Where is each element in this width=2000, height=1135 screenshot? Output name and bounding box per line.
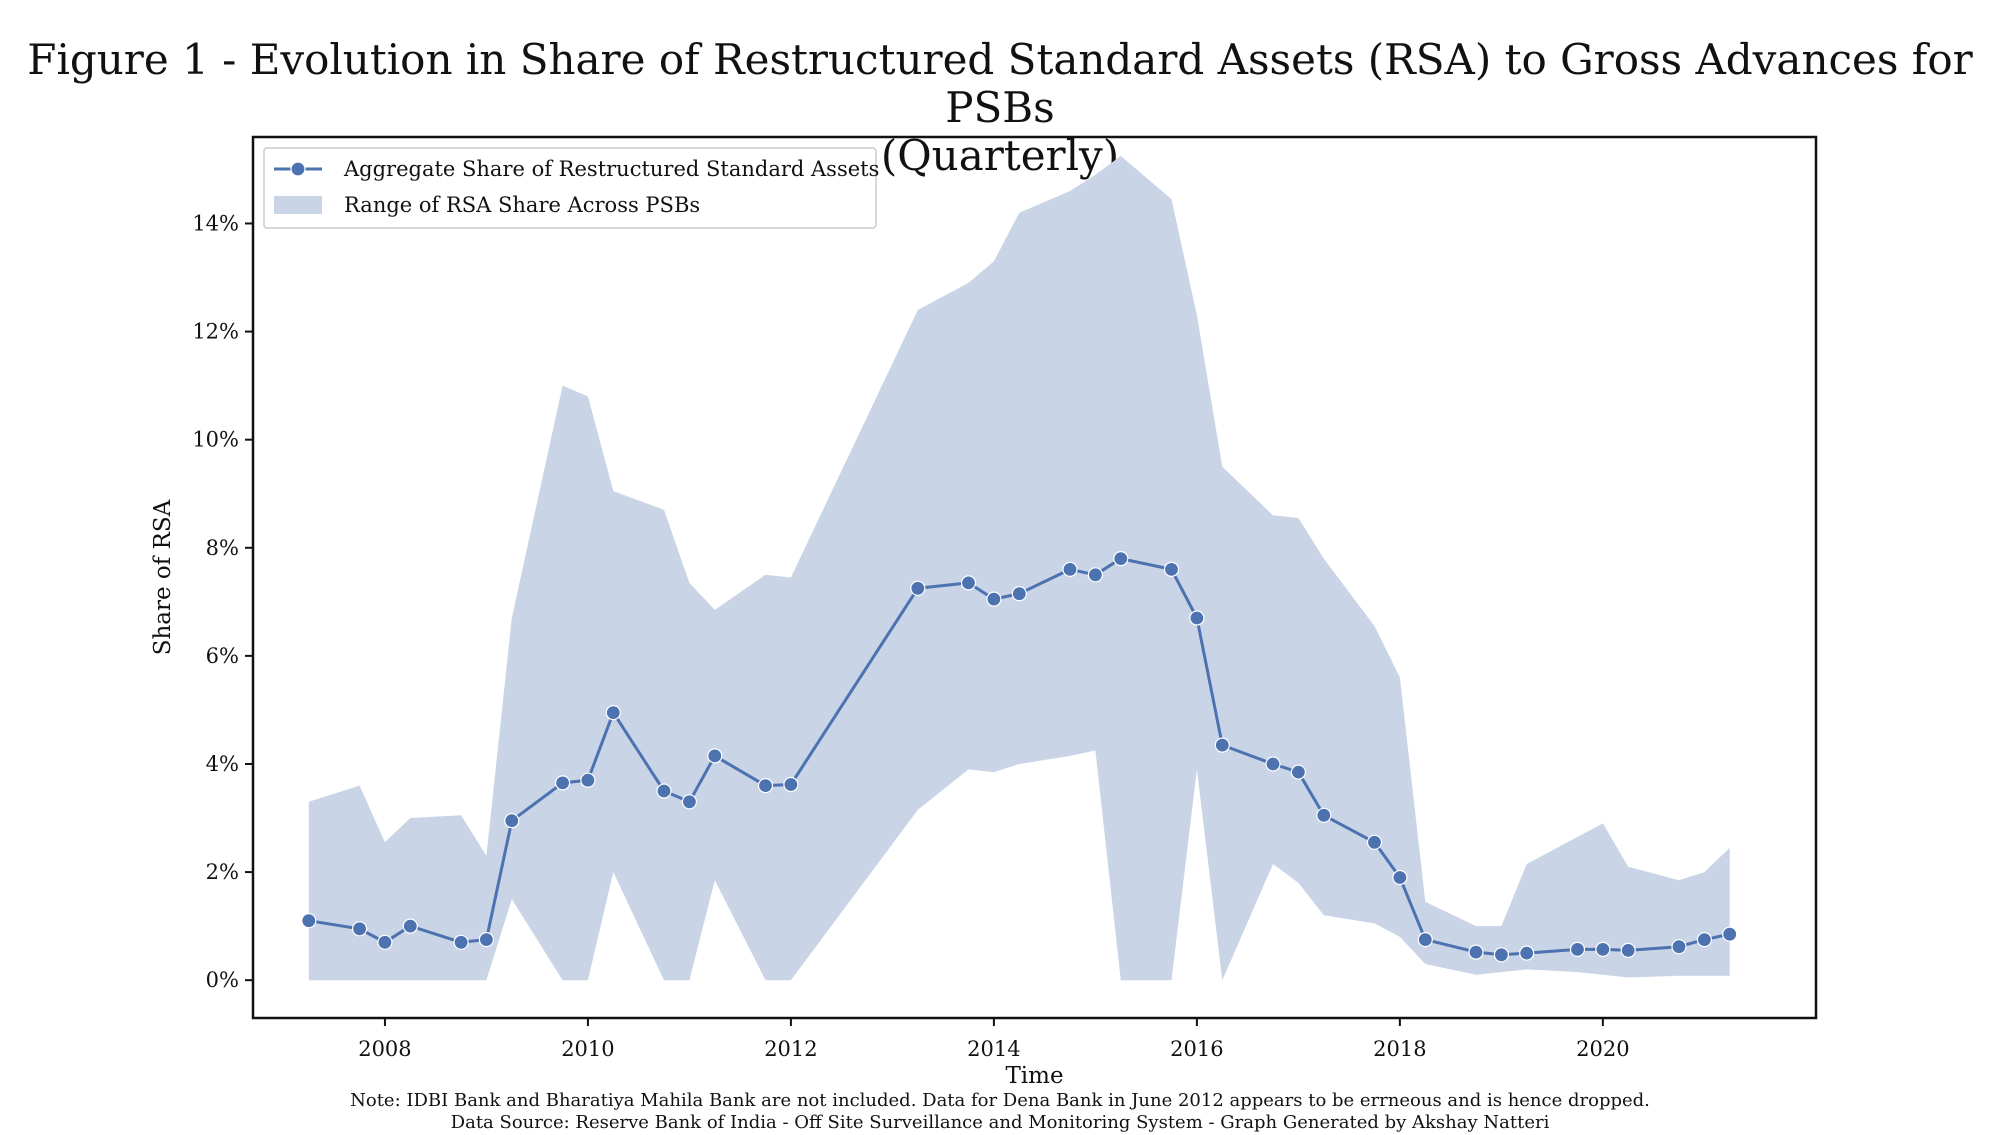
chart-title-line-1: Figure 1 - Evolution in Share of Restruc… <box>27 35 1973 132</box>
series-point <box>554 775 571 791</box>
y-tick-label: 8% <box>206 536 239 560</box>
note-line: Note: IDBI Bank and Bharatiya Mahila Ban… <box>350 1090 1650 1111</box>
series-point <box>783 776 799 793</box>
series-point <box>1113 550 1129 567</box>
x-tick-label: 2012 <box>764 1037 817 1061</box>
series-point <box>1163 561 1180 578</box>
series-point <box>986 591 1002 607</box>
y-tick-label: 10% <box>192 428 239 452</box>
series-line-layer <box>308 557 1731 957</box>
series-point <box>1671 939 1687 955</box>
series-point <box>910 580 926 596</box>
series-point <box>1366 834 1383 850</box>
y-tick-label: 12% <box>192 320 239 344</box>
range-band-layer <box>308 155 1730 981</box>
series-point <box>504 813 520 829</box>
series-point <box>1595 941 1611 958</box>
source-line: Data Source: Reserve Bank of India - Off… <box>450 1112 1550 1133</box>
chart-title-line-2: (Quarterly) <box>880 131 1120 180</box>
x-axis-ticks: 2008 2010 2012 2014 2016 2018 2020 <box>358 1018 1630 1061</box>
series-point <box>1189 610 1205 626</box>
legend-band-label: Range of RSA Share Across PSBs <box>344 193 700 217</box>
legend: Aggregate Share of Restructured Standard… <box>263 147 879 229</box>
series-point <box>478 931 494 948</box>
y-tick-label: 4% <box>206 752 239 776</box>
series-point <box>1392 869 1408 886</box>
series-point <box>1087 567 1104 583</box>
legend-band-swatch <box>274 196 322 214</box>
series-point <box>1214 737 1230 753</box>
legend-marker-swatch <box>290 161 306 177</box>
series-point <box>757 777 774 794</box>
series-marker-layer <box>301 550 1738 963</box>
series-point <box>1062 561 1078 578</box>
series-point <box>1620 942 1636 959</box>
series-point <box>1569 941 1586 958</box>
series-point <box>453 934 469 950</box>
series-point <box>605 704 621 721</box>
series-point <box>1290 764 1307 780</box>
y-tick-label: 2% <box>206 860 239 884</box>
series-point <box>960 575 977 591</box>
series-point <box>1011 586 1027 602</box>
series-point <box>1468 944 1484 960</box>
series-point <box>1696 931 1713 948</box>
x-tick-label: 2008 <box>358 1037 411 1061</box>
x-axis-label: Time <box>1005 1063 1063 1089</box>
x-tick-label: 2016 <box>1170 1037 1223 1061</box>
series-line <box>308 557 1731 957</box>
series-point <box>402 918 418 934</box>
series-point <box>352 921 368 937</box>
x-tick-label: 2010 <box>561 1037 614 1061</box>
y-tick-label: 14% <box>192 211 239 235</box>
series-point <box>1417 931 1433 948</box>
range-band-area <box>308 155 1730 981</box>
plot-frame <box>251 135 1818 1020</box>
series-point <box>301 913 317 929</box>
y-axis-label: Share of RSA <box>150 499 176 655</box>
y-axis-ticks: 0% 2% 4% 6% 8% 10% 12% 14% <box>192 211 253 992</box>
series-point <box>1265 756 1281 772</box>
chart-notes: Note: IDBI Bank and Bharatiya Mahila Ban… <box>0 1090 2000 1134</box>
series-point <box>707 748 723 764</box>
series-point <box>580 772 596 788</box>
series-point <box>1722 926 1738 942</box>
series-point <box>681 794 698 810</box>
series-point <box>1519 945 1535 961</box>
x-tick-label: 2014 <box>967 1037 1020 1061</box>
legend-series-label: Aggregate Share of Restructured Standard… <box>343 157 879 181</box>
series-point <box>1493 947 1510 963</box>
y-tick-label: 0% <box>206 968 239 992</box>
x-tick-label: 2018 <box>1373 1037 1426 1061</box>
y-tick-label: 6% <box>206 644 239 668</box>
series-point <box>377 934 393 950</box>
series-point <box>656 783 672 799</box>
x-tick-label: 2020 <box>1576 1037 1629 1061</box>
chart-title: Figure 1 - Evolution in Share of Restruc… <box>0 36 2000 180</box>
legend-box <box>263 147 877 229</box>
series-point <box>1316 807 1332 823</box>
